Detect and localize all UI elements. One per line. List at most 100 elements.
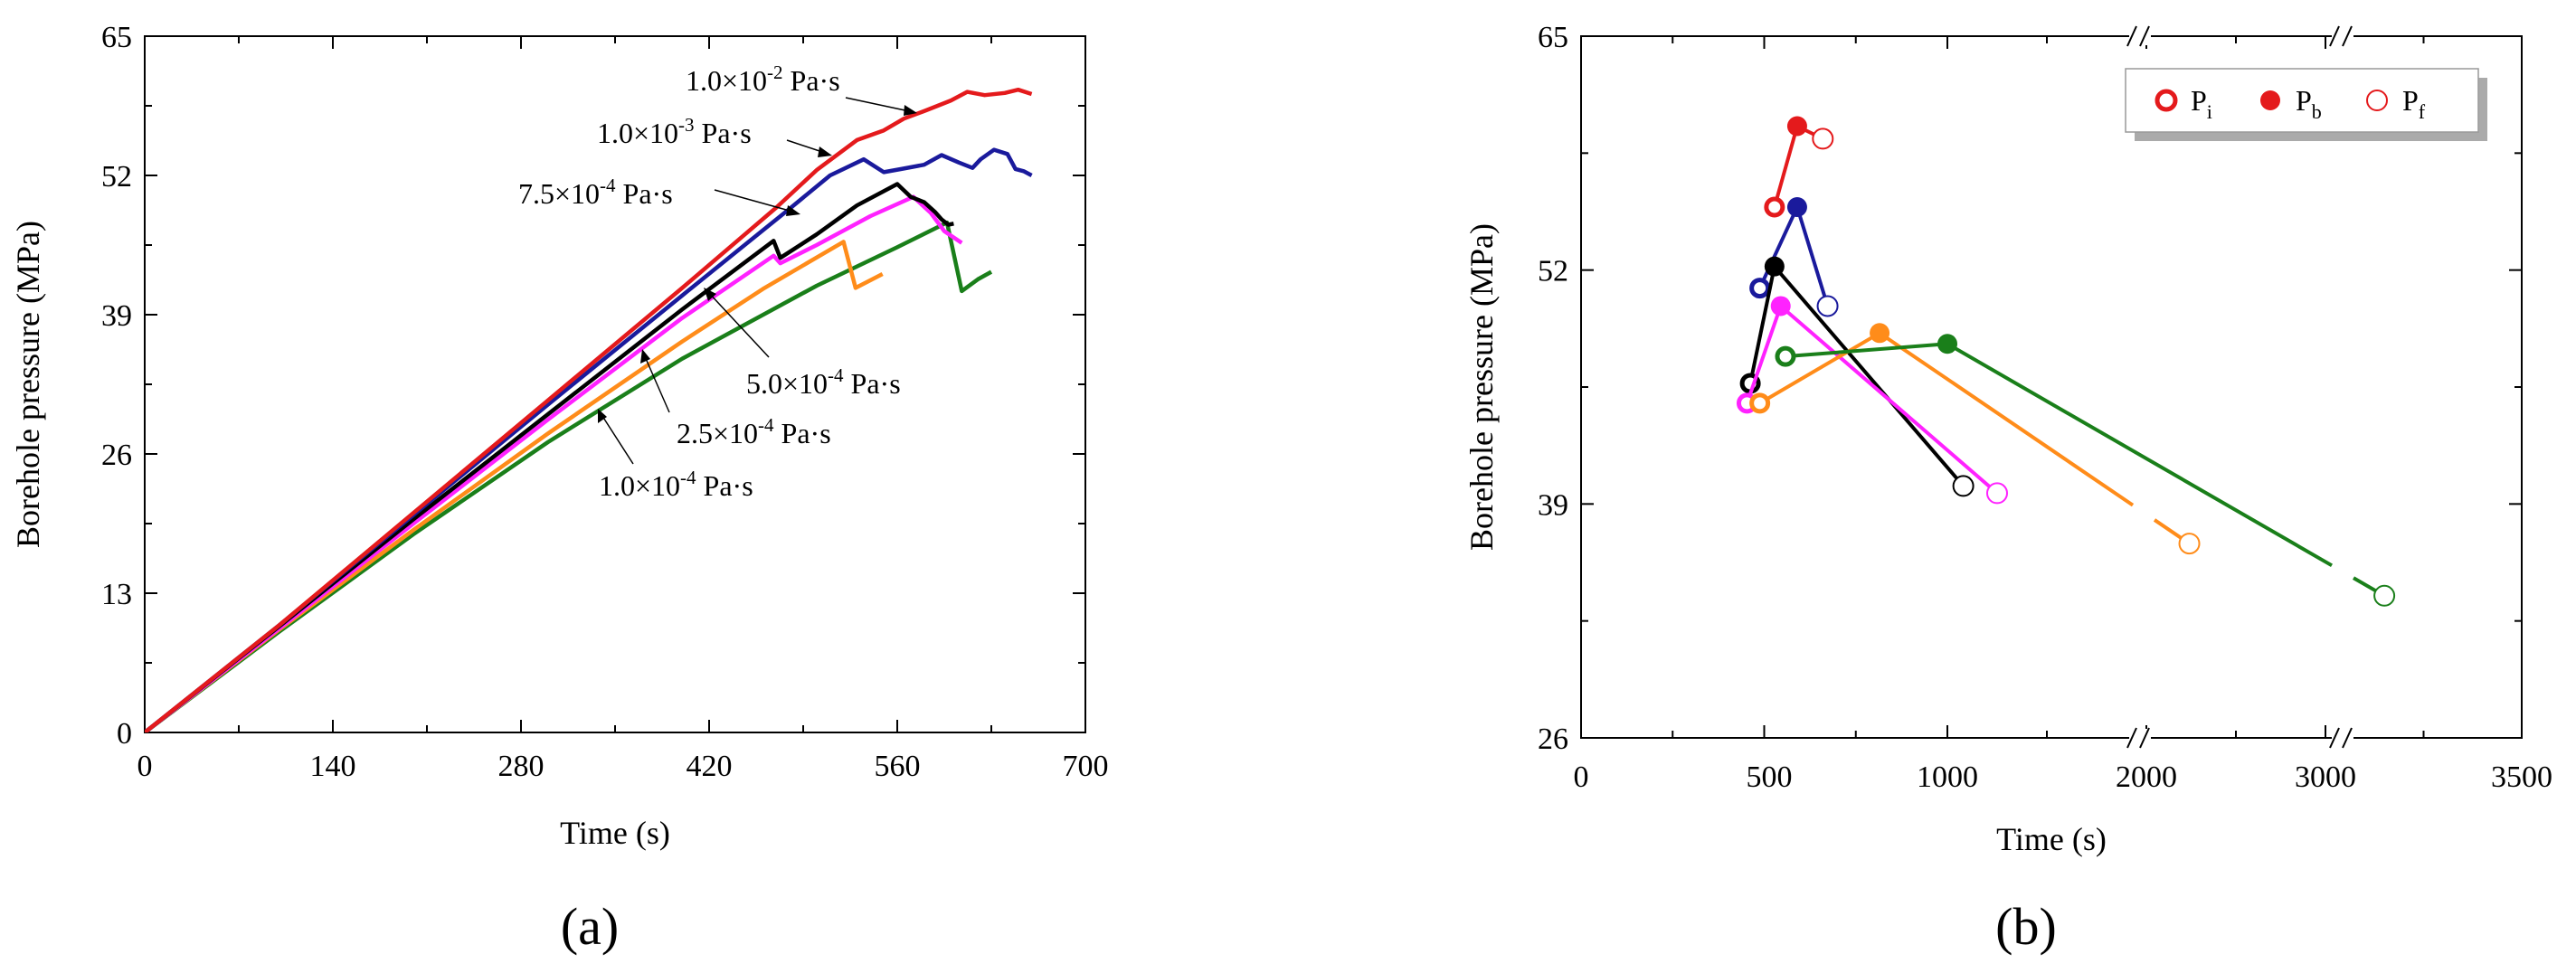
panel-b: 0 500 1000 2000 3000 3500 26 39 52 65 — [1463, 21, 2552, 956]
annotation-series-6: 1.0×10-4 Pa·s — [598, 409, 753, 502]
legend-marker-pb — [2260, 90, 2280, 110]
annotation-arrow — [845, 97, 914, 113]
annotation-arrowhead — [598, 409, 607, 423]
marker-pf — [1952, 475, 1975, 497]
annotation-series-2: 1.0×10-3 Pa·s — [597, 114, 832, 157]
x-tick-label: 140 — [310, 750, 356, 783]
x-tick-label: 280 — [498, 750, 545, 783]
series-line-5 — [145, 240, 884, 732]
series-3 — [1739, 256, 1975, 497]
marker-pb — [1786, 116, 1807, 137]
panel-label-a: (a) — [561, 897, 619, 956]
y-tick-label: 26 — [1538, 723, 1568, 756]
axis-ticks: 0 500 1000 2000 3000 3500 26 39 52 65 — [1538, 21, 2552, 794]
annotation-arrow — [643, 354, 670, 413]
axis-break-bottom-2 — [2329, 727, 2353, 749]
series-line-1 — [145, 87, 1033, 732]
legend-marker-pi — [2155, 89, 2178, 112]
y-tick-label: 52 — [101, 160, 132, 194]
annotation-arrowhead — [904, 105, 917, 116]
axis-break-bottom-1 — [2126, 727, 2151, 749]
segment-pb-pf — [1946, 342, 2333, 568]
plot-area-frame — [1580, 35, 2523, 739]
annotation-arrow — [714, 189, 797, 213]
annotation-arrowhead — [786, 205, 800, 216]
x-tick-label: 3000 — [2295, 760, 2356, 794]
annotation-label: 5.0×10-4 Pa·s — [746, 364, 901, 400]
x-tick-label: 500 — [1747, 760, 1793, 794]
segment-pi-pb — [1748, 266, 1776, 384]
marker-pb — [1870, 323, 1890, 344]
annotation-label: 1.0×10-4 Pa·s — [599, 467, 753, 502]
x-tick-label: 700 — [1063, 750, 1109, 783]
marker-pf — [1986, 482, 2008, 505]
series-markers — [1736, 116, 2396, 607]
annotation-arrowhead — [818, 146, 832, 157]
segment-pi-pb — [1758, 331, 1881, 405]
y-tick-label: 65 — [1538, 21, 1568, 54]
x-tick-label: 0 — [137, 750, 153, 783]
marker-pi — [1775, 345, 1796, 367]
axis-ticks: 0 140 280 420 560 700 0 13 26 39 52 65 — [101, 21, 1109, 783]
marker-pi — [1749, 278, 1771, 299]
marker-pf — [1812, 128, 1834, 150]
x-tick-label: 0 — [1574, 760, 1589, 794]
axis-breaks — [2126, 25, 2353, 749]
annotation-series-5: 2.5×10-4 Pa·s — [640, 349, 831, 449]
annotation-arrowhead — [704, 288, 716, 301]
series-line-6 — [145, 220, 993, 732]
y-tick-label: 0 — [117, 717, 132, 751]
segment-pb-pf — [1795, 206, 1830, 307]
annotation-series-4: 5.0×10-4 Pa·s — [704, 288, 901, 400]
series-2 — [1749, 197, 1839, 317]
annotation-arrow — [706, 290, 770, 358]
annotation-label: 1.0×10-3 Pa·s — [597, 114, 752, 149]
y-axis-title: Borehole pressure (MPa) — [10, 221, 46, 548]
x-axis-title: Time (s) — [560, 815, 670, 851]
axis-break-top-1 — [2126, 25, 2151, 47]
legend-label-pb: Pb — [2296, 84, 2322, 123]
series-line-4 — [145, 194, 963, 732]
marker-pb — [1764, 256, 1785, 277]
x-tick-label: 1000 — [1917, 760, 1978, 794]
marker-pf — [2178, 533, 2201, 555]
axis-break-top-2 — [2329, 25, 2353, 47]
series-line-2 — [145, 147, 1033, 732]
segment-pb-pf — [1878, 331, 2135, 507]
series-line-3 — [145, 182, 954, 732]
annotation-label: 1.0×10-2 Pa·s — [686, 61, 840, 97]
x-axis-title: Time (s) — [1996, 821, 2107, 857]
segment-pb-pf — [1779, 304, 1999, 495]
y-tick-label: 26 — [101, 439, 132, 472]
y-tick-label: 65 — [101, 21, 132, 54]
x-tick-label: 3500 — [2491, 760, 2552, 794]
marker-pb — [1770, 296, 1791, 316]
series-1 — [1764, 116, 1834, 218]
annotation-series-3: 7.5×10-4 Pa·s — [518, 175, 800, 216]
segment-pi-pb — [1757, 206, 1799, 289]
marker-pb — [1786, 197, 1807, 218]
segment-pi-pb — [1785, 342, 1948, 359]
y-tick-label: 39 — [101, 299, 132, 333]
series-annotations: 1.0×10-2 Pa·s 1.0×10-3 Pa·s 7.5×10-4 Pa·… — [518, 61, 917, 502]
segment-pb-pf — [1773, 265, 1965, 487]
legend-marker-pf — [2366, 90, 2388, 111]
panel-a: 0 140 280 420 560 700 0 13 26 39 52 65 1.0×10-2 Pa·… — [10, 21, 1109, 956]
x-tick-label: 560 — [875, 750, 921, 783]
marker-pf — [1816, 295, 1839, 317]
annotation-arrow — [600, 412, 634, 465]
legend: Pi Pb Pf — [2125, 68, 2487, 141]
annotation-series-1: 1.0×10-2 Pa·s — [686, 61, 917, 116]
marker-pi — [1749, 392, 1771, 414]
y-tick-label: 13 — [101, 578, 132, 611]
series-5 — [1749, 323, 2201, 555]
y-tick-label: 39 — [1538, 488, 1568, 522]
panel-label-b: (b) — [1995, 897, 2057, 956]
segment-pi-pb — [1772, 125, 1799, 208]
series-4 — [1736, 296, 2008, 505]
annotation-arrowhead — [640, 349, 650, 364]
x-tick-label: 2000 — [2116, 760, 2177, 794]
x-tick-label: 420 — [687, 750, 733, 783]
annotation-label: 2.5×10-4 Pa·s — [677, 414, 831, 449]
